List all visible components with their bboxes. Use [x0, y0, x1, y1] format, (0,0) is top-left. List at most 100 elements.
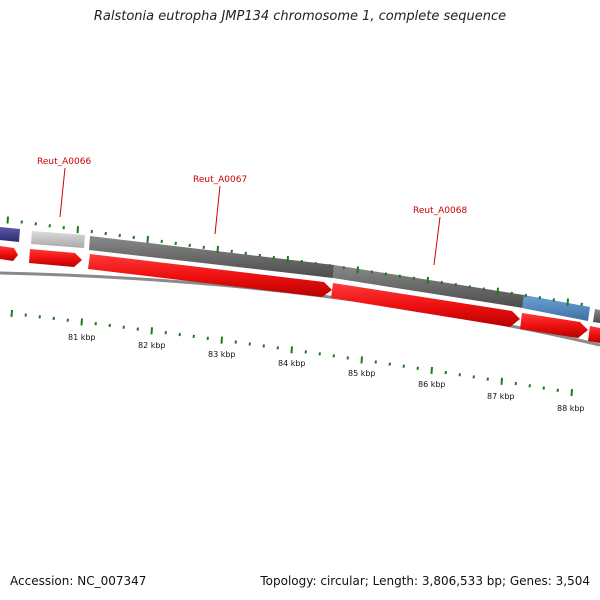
- inner-tick-37: [528, 384, 531, 388]
- outer-tick-38: [538, 296, 541, 300]
- cds-arrow-3[interactable]: [88, 254, 332, 297]
- outer-tick-22: [314, 261, 317, 266]
- gene-label-reut-a0066[interactable]: Reut_A0066: [37, 157, 91, 167]
- position-label-87kbp: 87 kbp: [487, 392, 515, 401]
- cds-arrow-1[interactable]: [0, 246, 18, 261]
- gene-segment-reut-a0066-a0067[interactable]: [89, 236, 334, 278]
- outer-tick-31: [440, 280, 443, 285]
- inner-tick-35: [500, 377, 503, 385]
- position-label-83kbp: 83 kbp: [208, 350, 236, 359]
- inner-tick-8: [122, 325, 125, 329]
- inner-tick-29: [416, 366, 419, 370]
- inner-tick-7: [108, 323, 111, 328]
- inner-tick-40: [570, 389, 573, 397]
- inner-tick-19: [276, 346, 279, 350]
- leader-line-reut-a0068: [433, 216, 441, 266]
- inner-tick-16: [234, 340, 237, 344]
- inner-tick-12: [178, 332, 181, 337]
- gene-segment-light[interactable]: [31, 231, 85, 248]
- inner-tick-27: [388, 362, 391, 366]
- outer-tick-14: [202, 245, 205, 250]
- inner-tick-2: [38, 315, 41, 319]
- inner-tick-10: [150, 327, 153, 335]
- gene-label-reut-a0068[interactable]: Reut_A0068: [413, 206, 467, 216]
- outer-tick-30: [426, 276, 429, 285]
- position-label-88kbp: 88 kbp: [557, 404, 585, 413]
- inner-tick-33: [472, 375, 475, 379]
- outer-tick-29: [412, 276, 415, 280]
- inner-tick-14: [206, 336, 209, 340]
- outer-tick-17: [244, 251, 247, 256]
- outer-tick-35: [496, 287, 499, 295]
- inner-tick-11: [164, 331, 167, 335]
- outer-tick-2: [34, 222, 37, 226]
- outer-tick-0: [6, 216, 9, 224]
- cds-arrow-4[interactable]: [331, 283, 520, 327]
- gene-segment-blue[interactable]: [522, 295, 590, 321]
- inner-tick-13: [192, 334, 195, 339]
- outer-tick-40: [566, 298, 569, 306]
- inner-tick-5: [80, 318, 83, 326]
- position-label-81kbp: 81 kbp: [68, 333, 96, 342]
- position-label-84kbp: 84 kbp: [278, 359, 306, 368]
- position-label-86kbp: 86 kbp: [418, 380, 446, 389]
- inner-tick-25: [360, 356, 363, 364]
- outer-tick-9: [132, 235, 135, 240]
- inner-tick-6: [94, 322, 97, 326]
- gene-segment-reut-a0068[interactable]: [333, 265, 524, 308]
- outer-tick-39: [552, 298, 555, 302]
- inner-tick-32: [458, 373, 461, 377]
- outer-tick-32: [454, 283, 457, 287]
- outer-tick-11: [160, 239, 163, 244]
- cds-arrow-6[interactable]: [588, 326, 600, 343]
- outer-tick-16: [230, 249, 233, 254]
- inner-tick-9: [136, 327, 139, 331]
- outer-tick-26: [370, 270, 373, 274]
- outer-tick-27: [384, 272, 387, 276]
- inner-tick-26: [374, 360, 377, 364]
- topology-summary-text: Topology: circular; Length: 3,806,533 bp…: [260, 574, 590, 588]
- outer-tick-5: [76, 226, 79, 234]
- outer-tick-7: [104, 231, 107, 236]
- outer-tick-23: [328, 264, 331, 268]
- inner-tick-34: [486, 377, 489, 381]
- inner-tick-18: [262, 344, 265, 348]
- outer-tick-15: [216, 245, 219, 253]
- outer-tick-37: [524, 293, 527, 298]
- inner-tick-17: [248, 342, 251, 346]
- outer-tick-34: [482, 287, 485, 291]
- outer-tick-20: [286, 255, 289, 264]
- outer-scale-ticks: [6, 216, 583, 307]
- leader-line-reut-a0066: [59, 167, 66, 218]
- outer-tick-19: [272, 255, 275, 260]
- inner-tick-23: [332, 354, 335, 358]
- accession-text: Accession: NC_007347: [10, 574, 147, 588]
- outer-tick-10: [146, 235, 149, 243]
- inner-tick-36: [514, 381, 517, 386]
- outer-tick-3: [48, 224, 51, 228]
- cds-arrow-5[interactable]: [520, 313, 588, 338]
- outer-tick-18: [258, 253, 261, 258]
- inner-scale-ticks: [10, 309, 573, 397]
- outer-tick-36: [510, 291, 513, 296]
- outer-tick-24: [342, 266, 345, 270]
- cds-arrow-2[interactable]: [29, 249, 82, 267]
- outer-tick-12: [174, 241, 177, 246]
- gene-label-reut-a0067[interactable]: Reut_A0067: [193, 175, 247, 185]
- inner-tick-31: [444, 370, 447, 375]
- outer-tick-41: [580, 302, 583, 307]
- outer-tick-6: [90, 229, 93, 234]
- gene-segment-navy[interactable]: [0, 227, 20, 242]
- outer-tick-13: [188, 243, 191, 248]
- inner-tick-39: [556, 388, 559, 392]
- gene-segment-edge[interactable]: [593, 309, 600, 323]
- outer-tick-33: [468, 285, 471, 289]
- inner-tick-24: [346, 356, 349, 360]
- inner-tick-28: [402, 364, 405, 368]
- inner-tick-1: [24, 313, 27, 317]
- outer-tick-28: [398, 274, 401, 278]
- outer-tick-25: [356, 266, 359, 274]
- leader-line-reut-a0067: [214, 185, 221, 235]
